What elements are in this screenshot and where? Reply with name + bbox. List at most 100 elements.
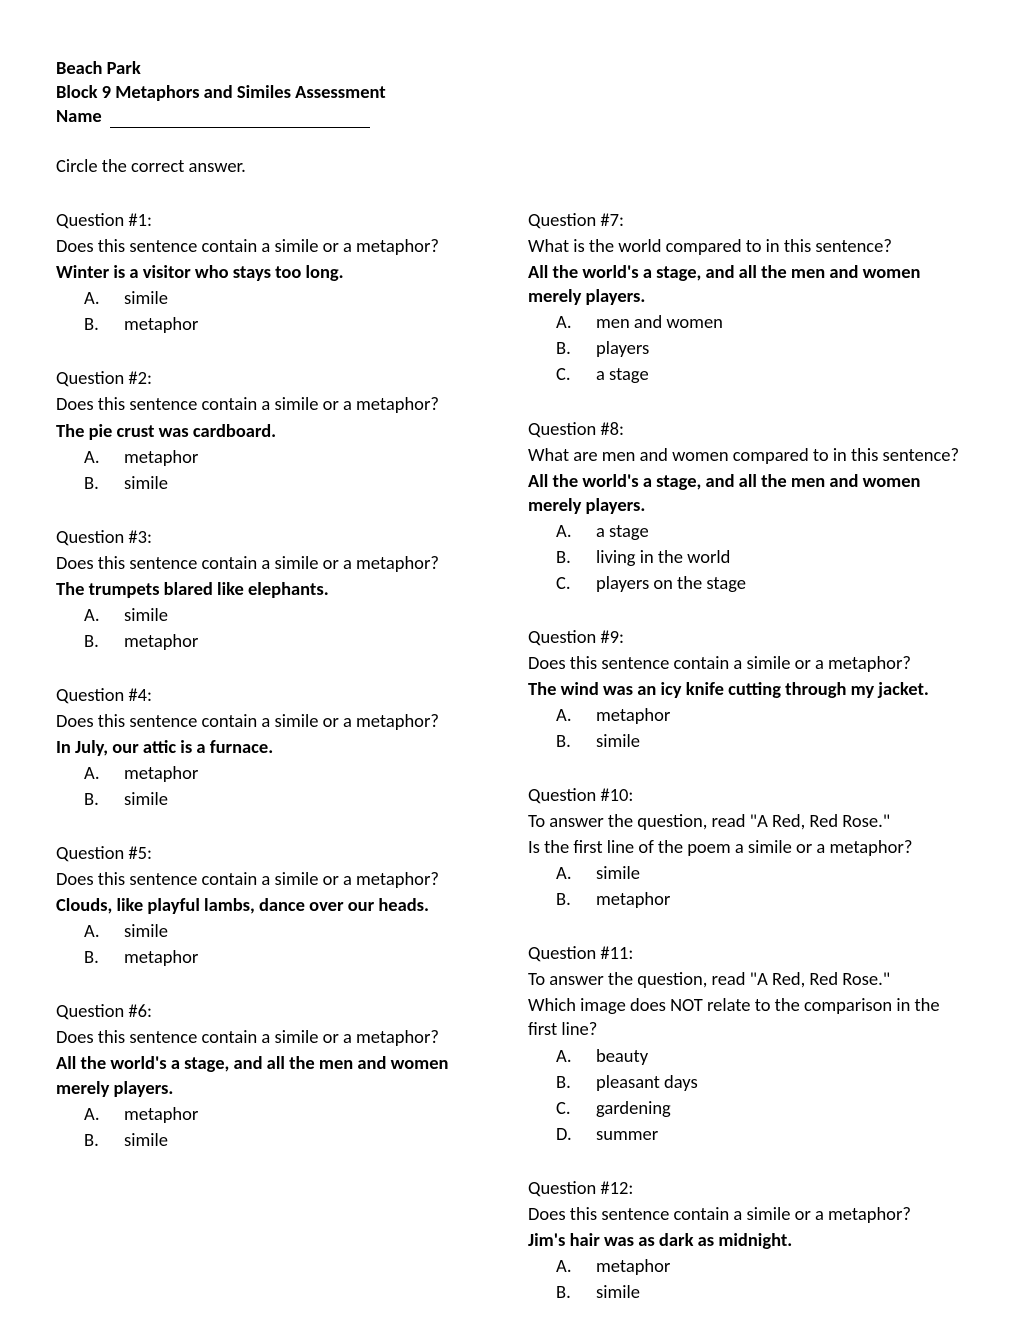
question-prompt: Does this sentence contain a simile or a… <box>56 1025 492 1049</box>
option-letter: A. <box>556 310 596 334</box>
option-row[interactable]: A.simile <box>84 603 492 627</box>
question-number: Question #7: <box>528 208 964 232</box>
header: Beach Park Block 9 Metaphors and Similes… <box>56 56 964 128</box>
option-row[interactable]: A.simile <box>556 861 964 885</box>
option-row[interactable]: A.beauty <box>556 1044 964 1068</box>
options-list: A.metaphorB.simile <box>56 1102 492 1152</box>
option-row[interactable]: A.metaphor <box>556 1254 964 1278</box>
option-row[interactable]: B.metaphor <box>84 629 492 653</box>
question-number: Question #11: <box>528 941 964 965</box>
question-number: Question #8: <box>528 417 964 441</box>
option-row[interactable]: B.pleasant days <box>556 1070 964 1094</box>
option-row[interactable]: A.simile <box>84 919 492 943</box>
option-text: simile <box>124 286 492 310</box>
name-row: Name <box>56 104 964 128</box>
question-emphasis: All the world's a stage, and all the men… <box>528 260 964 308</box>
option-letter: B. <box>556 545 596 569</box>
option-text: simile <box>124 919 492 943</box>
option-row[interactable]: B.simile <box>556 1280 964 1304</box>
options-list: A.simileB.metaphor <box>528 861 964 911</box>
option-row[interactable]: C.gardening <box>556 1096 964 1120</box>
option-text: metaphor <box>124 629 492 653</box>
option-text: simile <box>124 603 492 627</box>
question-emphasis: All the world's a stage, and all the men… <box>56 1051 492 1099</box>
options-list: A.beautyB.pleasant daysC.gardeningD.summ… <box>528 1044 964 1146</box>
question-prompt: To answer the question, read "A Red, Red… <box>528 967 964 991</box>
option-row[interactable]: D.summer <box>556 1122 964 1146</box>
options-list: A.metaphorB.simile <box>528 703 964 753</box>
question: Question #2:Does this sentence contain a… <box>56 366 492 494</box>
option-text: metaphor <box>596 887 964 911</box>
question-number: Question #2: <box>56 366 492 390</box>
option-row[interactable]: B.simile <box>84 787 492 811</box>
question: Question #12:Does this sentence contain … <box>528 1176 964 1304</box>
option-letter: B. <box>556 887 596 911</box>
question-number: Question #6: <box>56 999 492 1023</box>
options-list: A.metaphorB.simile <box>528 1254 964 1304</box>
option-letter: B. <box>84 787 124 811</box>
question-emphasis: Jim's hair was as dark as midnight. <box>528 1228 964 1252</box>
option-letter: A. <box>84 1102 124 1126</box>
option-row[interactable]: B.metaphor <box>84 945 492 969</box>
option-text: living in the world <box>596 545 964 569</box>
option-letter: A. <box>84 445 124 469</box>
option-row[interactable]: A.metaphor <box>556 703 964 727</box>
option-letter: D. <box>556 1122 596 1146</box>
name-blank-line[interactable] <box>110 127 370 128</box>
option-row[interactable]: A.metaphor <box>84 445 492 469</box>
options-list: A.simileB.metaphor <box>56 286 492 336</box>
option-text: metaphor <box>124 445 492 469</box>
option-letter: A. <box>84 603 124 627</box>
option-row[interactable]: C.players on the stage <box>556 571 964 595</box>
question-emphasis: All the world's a stage, and all the men… <box>528 469 964 517</box>
option-letter: A. <box>84 919 124 943</box>
option-row[interactable]: A.men and women <box>556 310 964 334</box>
option-letter: A. <box>556 1044 596 1068</box>
option-letter: A. <box>556 703 596 727</box>
question-prompt: To answer the question, read "A Red, Red… <box>528 809 964 833</box>
option-letter: B. <box>84 945 124 969</box>
question-emphasis: The wind was an icy knife cutting throug… <box>528 677 964 701</box>
question-number: Question #9: <box>528 625 964 649</box>
question-prompt: Does this sentence contain a simile or a… <box>528 651 964 675</box>
option-row[interactable]: B.players <box>556 336 964 360</box>
options-list: A.a stageB.living in the worldC.players … <box>528 519 964 595</box>
option-text: simile <box>124 787 492 811</box>
option-row[interactable]: B.simile <box>84 471 492 495</box>
content-columns: Question #1:Does this sentence contain a… <box>56 208 964 1306</box>
question-number: Question #10: <box>528 783 964 807</box>
option-text: summer <box>596 1122 964 1146</box>
option-row[interactable]: A.metaphor <box>84 1102 492 1126</box>
option-letter: C. <box>556 362 596 386</box>
options-list: A.simileB.metaphor <box>56 919 492 969</box>
option-row[interactable]: B.simile <box>556 729 964 753</box>
question: Question #10:To answer the question, rea… <box>528 783 964 911</box>
question-prompt: Does this sentence contain a simile or a… <box>56 709 492 733</box>
question-prompt: Does this sentence contain a simile or a… <box>56 392 492 416</box>
question-prompt: What is the world compared to in this se… <box>528 234 964 258</box>
option-row[interactable]: A.metaphor <box>84 761 492 785</box>
option-row[interactable]: B.living in the world <box>556 545 964 569</box>
instructions: Circle the correct answer. <box>56 154 964 178</box>
option-letter: B. <box>84 471 124 495</box>
option-text: players on the stage <box>596 571 964 595</box>
option-row[interactable]: C.a stage <box>556 362 964 386</box>
option-letter: A. <box>556 1254 596 1278</box>
question: Question #9:Does this sentence contain a… <box>528 625 964 753</box>
question: Question #5:Does this sentence contain a… <box>56 841 492 969</box>
option-row[interactable]: B.metaphor <box>84 312 492 336</box>
option-text: metaphor <box>596 703 964 727</box>
option-row[interactable]: B.metaphor <box>556 887 964 911</box>
option-letter: A. <box>84 286 124 310</box>
option-text: simile <box>596 861 964 885</box>
question-prompt-2: Which image does NOT relate to the compa… <box>528 993 964 1041</box>
option-text: pleasant days <box>596 1070 964 1094</box>
option-row[interactable]: A.a stage <box>556 519 964 543</box>
option-row[interactable]: A.simile <box>84 286 492 310</box>
question-emphasis: Clouds, like playful lambs, dance over o… <box>56 893 492 917</box>
name-label: Name <box>56 104 102 127</box>
option-text: simile <box>124 471 492 495</box>
option-text: simile <box>124 1128 492 1152</box>
question: Question #4:Does this sentence contain a… <box>56 683 492 811</box>
option-row[interactable]: B.simile <box>84 1128 492 1152</box>
